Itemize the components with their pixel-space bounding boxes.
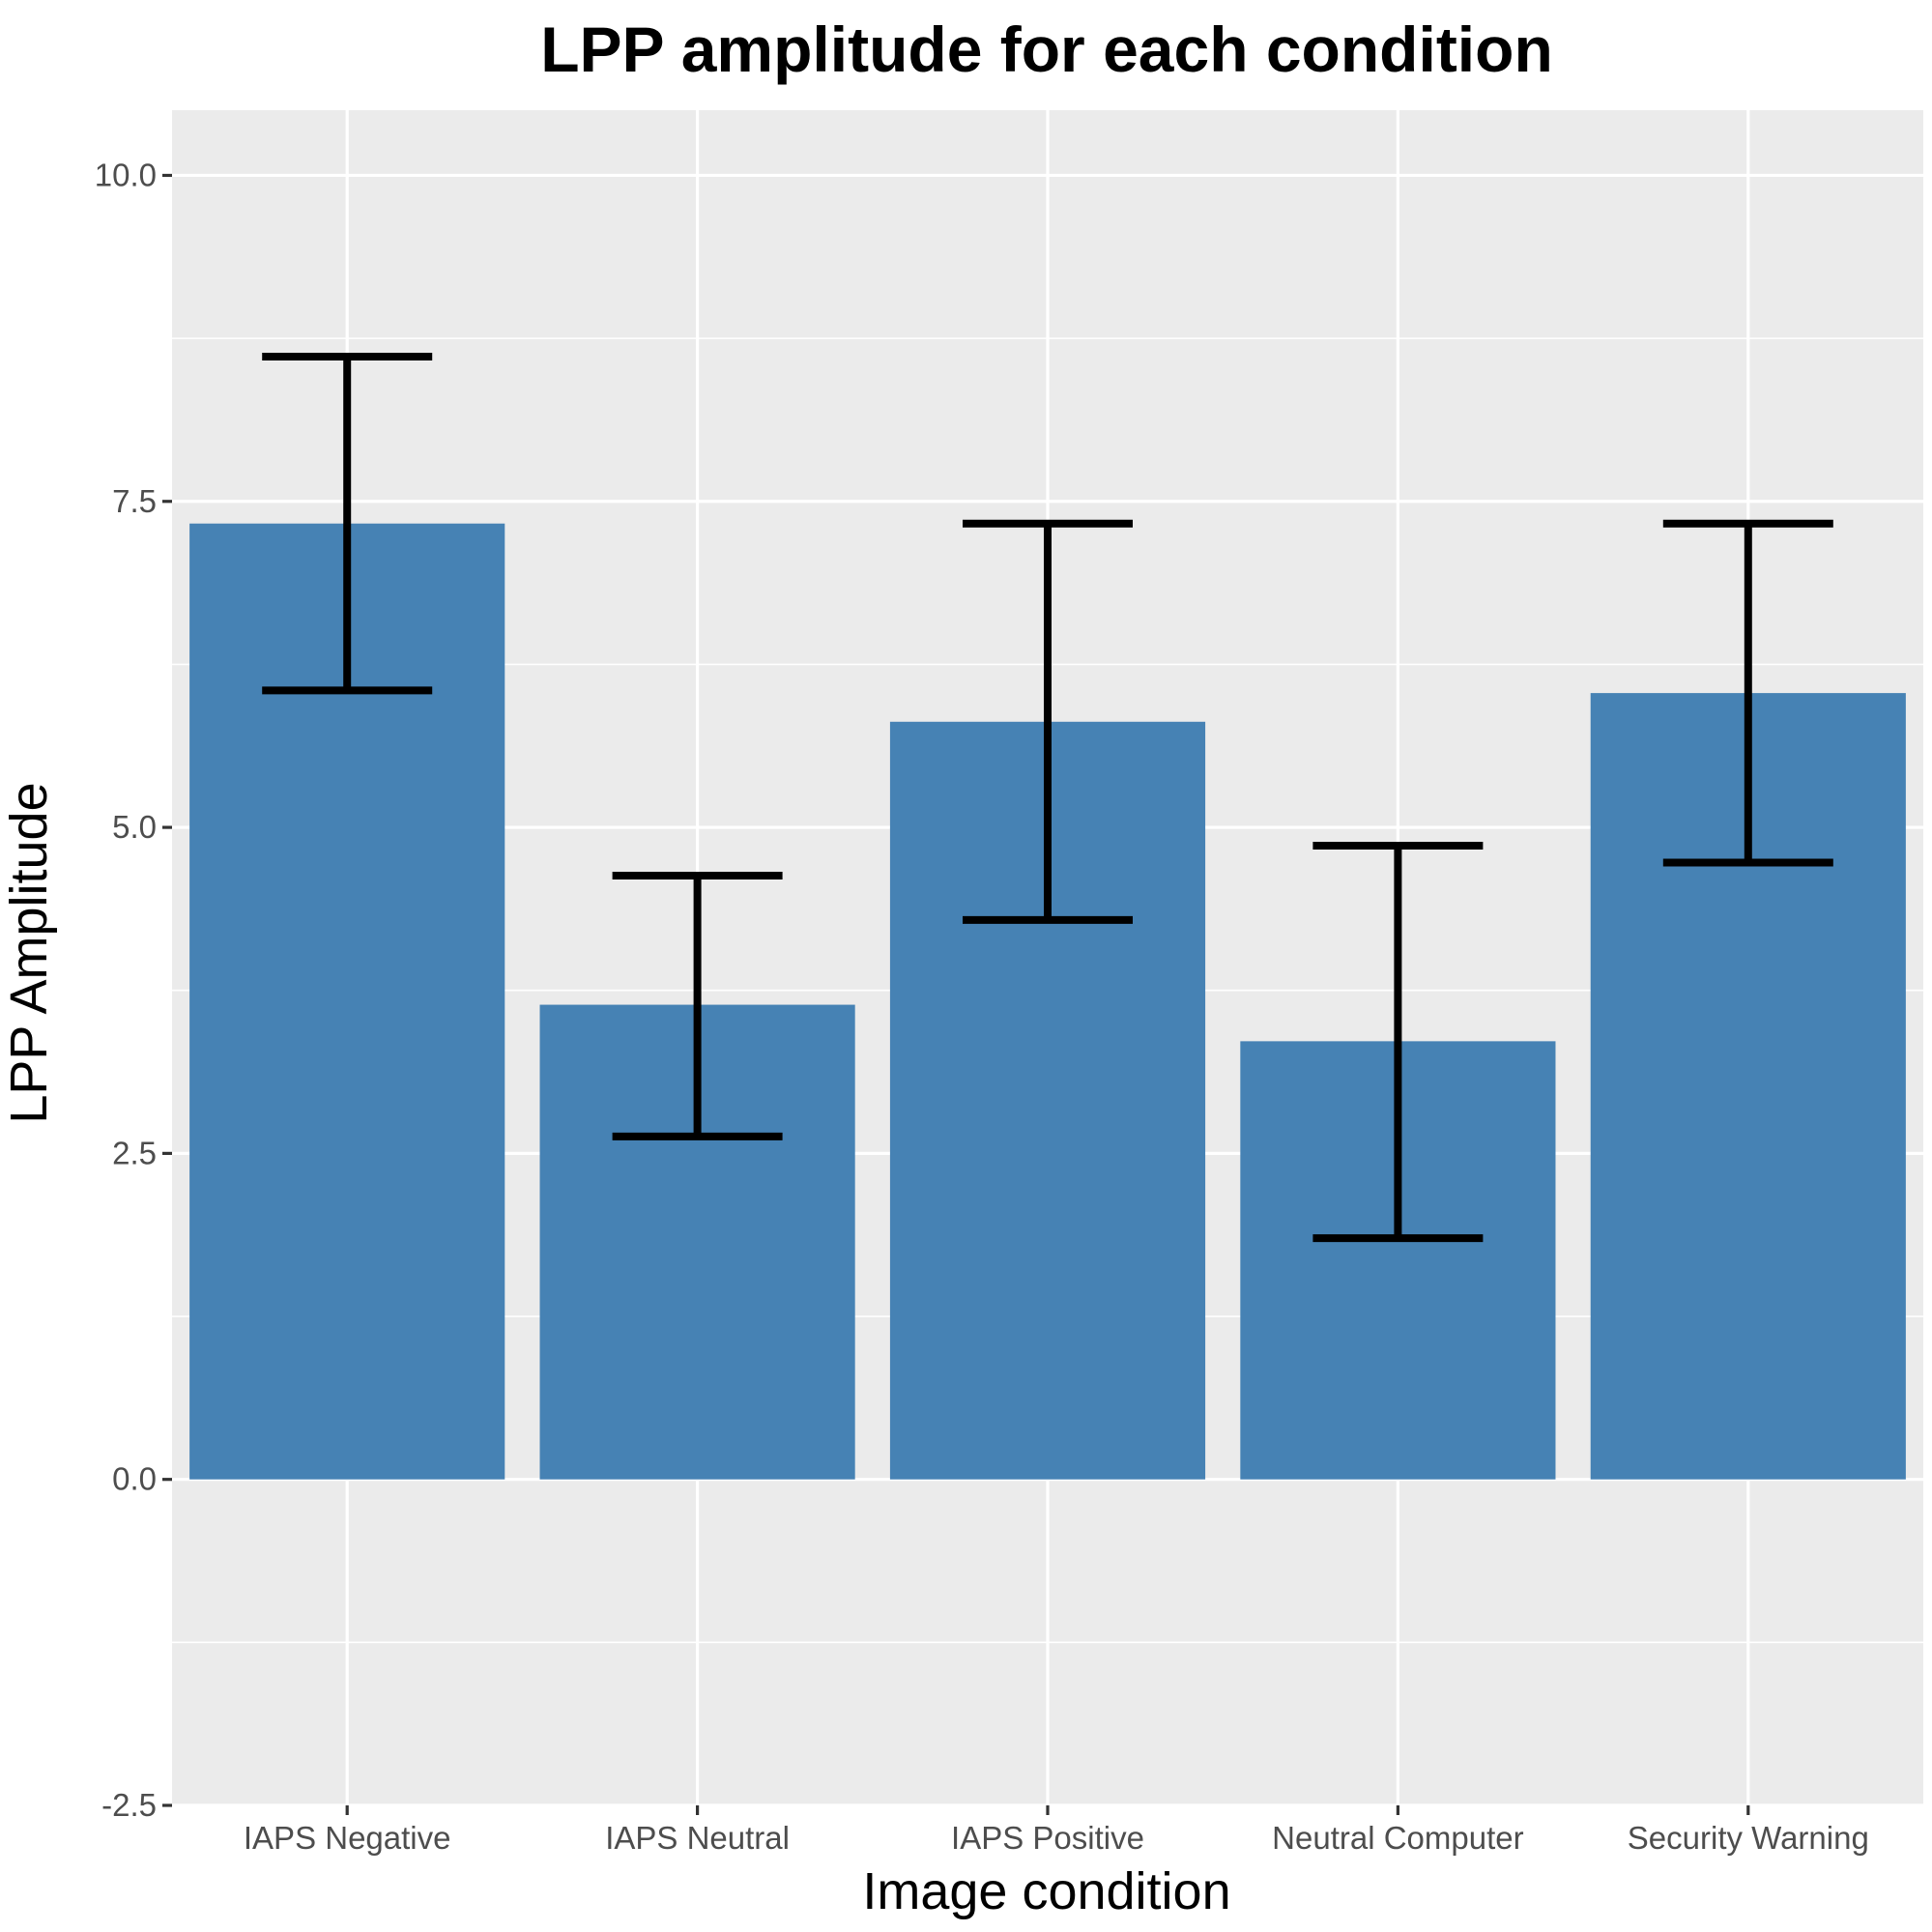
- y-axis: -2.5 0.0 2.5 5.0 7.5 10.0: [95, 157, 172, 1823]
- y-axis-title: LPP Amplitude: [0, 782, 58, 1123]
- y-tick-label: 10.0: [95, 157, 157, 192]
- error-bars: [262, 353, 1833, 1243]
- y-tick-label: 5.0: [112, 809, 157, 845]
- x-tick-label: Security Warning: [1628, 1820, 1869, 1856]
- error-bar-iaps-neutral: [612, 871, 783, 1140]
- x-axis: IAPS Negative IAPS Neutral IAPS Positive Ne…: [244, 1805, 1869, 1856]
- x-tick-label: IAPS Negative: [244, 1820, 451, 1856]
- y-tick-label: 7.5: [112, 483, 157, 519]
- chart-title: LPP amplitude for each condition: [540, 14, 1553, 85]
- x-axis-title: Image condition: [862, 1862, 1230, 1920]
- x-tick-label: Neutral Computer: [1272, 1820, 1523, 1856]
- x-tick-label: IAPS Neutral: [605, 1820, 790, 1856]
- x-tick-label: IAPS Positive: [951, 1820, 1144, 1856]
- error-bar-neutral-computer: [1312, 841, 1484, 1243]
- error-bar-iaps-positive: [963, 519, 1133, 924]
- y-tick-label: 0.0: [112, 1461, 157, 1497]
- y-tick-label: -2.5: [101, 1787, 157, 1823]
- error-bar-security-warning: [1662, 519, 1833, 867]
- y-tick-label: 2.5: [112, 1135, 157, 1170]
- error-bar-iaps-negative: [262, 353, 433, 695]
